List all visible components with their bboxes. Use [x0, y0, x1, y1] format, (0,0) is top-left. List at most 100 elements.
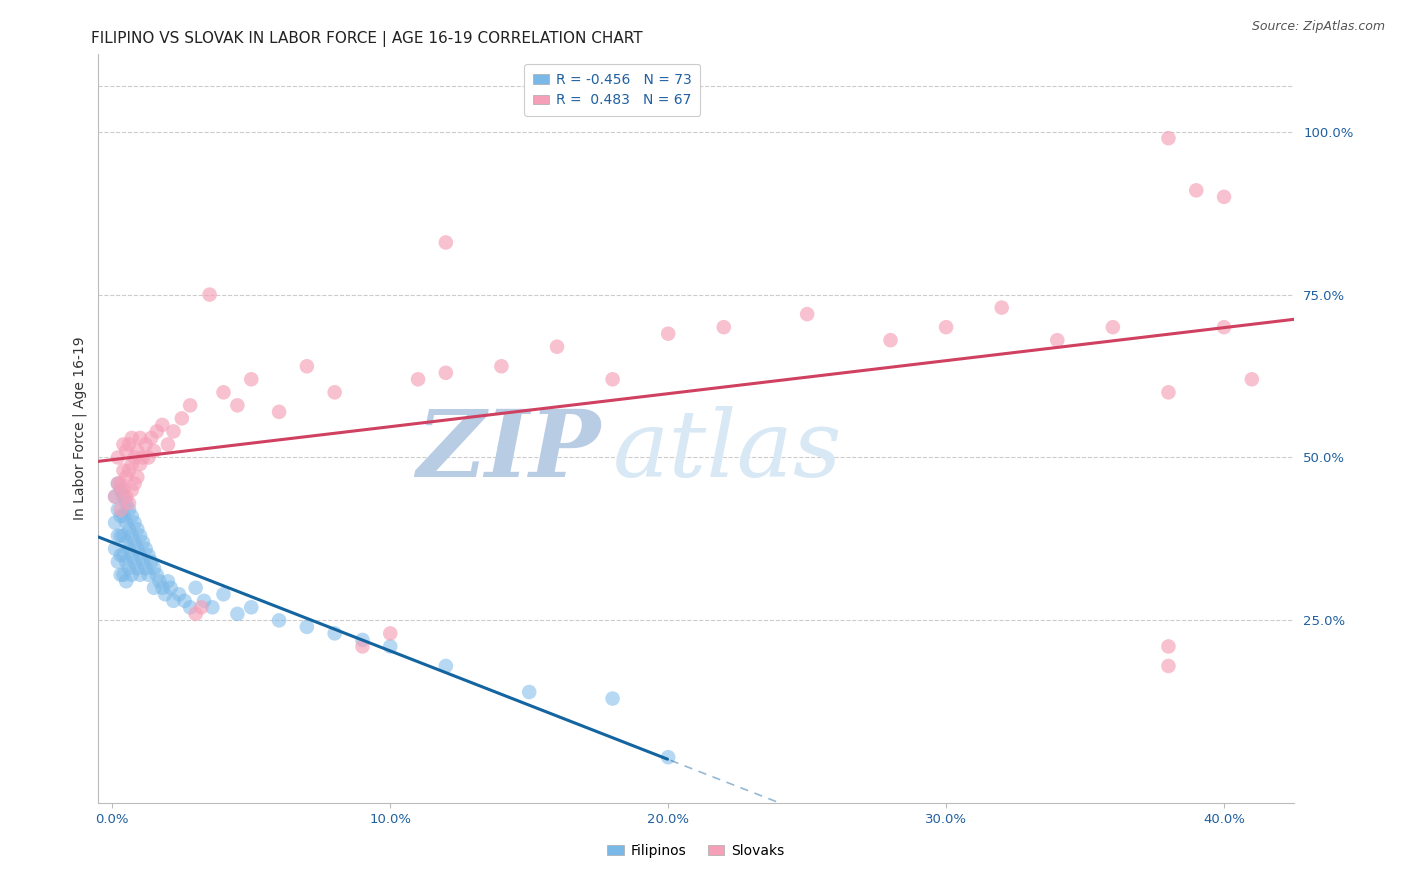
Point	[159, 581, 181, 595]
Point	[267, 405, 290, 419]
Point	[146, 567, 169, 582]
Point	[121, 483, 143, 497]
Point	[110, 483, 132, 497]
Point	[110, 529, 132, 543]
Point	[406, 372, 429, 386]
Point	[107, 529, 129, 543]
Point	[104, 490, 127, 504]
Point	[115, 490, 138, 504]
Point	[138, 548, 160, 562]
Point	[121, 431, 143, 445]
Point	[129, 431, 152, 445]
Text: Source: ZipAtlas.com: Source: ZipAtlas.com	[1251, 20, 1385, 33]
Point	[115, 444, 138, 458]
Point	[295, 359, 318, 374]
Point	[1185, 183, 1208, 197]
Point	[146, 425, 169, 439]
Point	[118, 502, 141, 516]
Point	[104, 541, 127, 556]
Point	[434, 235, 457, 250]
Point	[162, 594, 184, 608]
Point	[127, 561, 149, 575]
Point	[124, 555, 146, 569]
Point	[380, 626, 402, 640]
Point	[112, 463, 135, 477]
Point	[295, 620, 318, 634]
Point	[879, 333, 901, 347]
Text: FILIPINO VS SLOVAK IN LABOR FORCE | AGE 16-19 CORRELATION CHART: FILIPINO VS SLOVAK IN LABOR FORCE | AGE …	[91, 31, 643, 47]
Point	[115, 496, 138, 510]
Point	[1157, 659, 1180, 673]
Point	[935, 320, 957, 334]
Point	[170, 411, 193, 425]
Point	[141, 431, 163, 445]
Point	[121, 548, 143, 562]
Point	[107, 476, 129, 491]
Point	[184, 607, 207, 621]
Point	[226, 398, 249, 412]
Point	[112, 437, 135, 451]
Point	[226, 607, 249, 621]
Point	[184, 581, 207, 595]
Point	[118, 561, 141, 575]
Text: ZIP: ZIP	[416, 406, 600, 496]
Point	[138, 450, 160, 465]
Point	[657, 750, 679, 764]
Point	[240, 600, 263, 615]
Point	[127, 541, 149, 556]
Point	[143, 444, 166, 458]
Y-axis label: In Labor Force | Age 16-19: In Labor Force | Age 16-19	[73, 336, 87, 520]
Point	[179, 600, 201, 615]
Point	[129, 457, 152, 471]
Point	[129, 529, 152, 543]
Point	[127, 470, 149, 484]
Point	[167, 587, 190, 601]
Point	[179, 398, 201, 412]
Point	[112, 567, 135, 582]
Point	[110, 509, 132, 524]
Point	[1213, 190, 1236, 204]
Legend: Filipinos, Slovaks: Filipinos, Slovaks	[602, 838, 790, 863]
Point	[156, 437, 179, 451]
Point	[112, 490, 135, 504]
Point	[115, 535, 138, 549]
Point	[1046, 333, 1069, 347]
Point	[121, 457, 143, 471]
Point	[132, 555, 155, 569]
Point	[148, 574, 170, 589]
Point	[132, 535, 155, 549]
Point	[190, 600, 212, 615]
Point	[112, 548, 135, 562]
Point	[110, 502, 132, 516]
Point	[132, 450, 155, 465]
Point	[1213, 320, 1236, 334]
Point	[156, 574, 179, 589]
Point	[118, 522, 141, 536]
Point	[713, 320, 735, 334]
Point	[323, 385, 346, 400]
Point	[115, 555, 138, 569]
Point	[124, 450, 146, 465]
Point	[143, 561, 166, 575]
Point	[112, 509, 135, 524]
Text: atlas: atlas	[613, 406, 842, 496]
Point	[150, 417, 173, 432]
Point	[112, 529, 135, 543]
Point	[173, 594, 195, 608]
Point	[517, 685, 540, 699]
Point	[107, 502, 129, 516]
Point	[121, 529, 143, 543]
Point	[127, 522, 149, 536]
Point	[129, 548, 152, 562]
Point	[1157, 385, 1180, 400]
Point	[150, 581, 173, 595]
Point	[135, 561, 157, 575]
Point	[127, 444, 149, 458]
Point	[201, 600, 224, 615]
Point	[138, 567, 160, 582]
Point	[112, 483, 135, 497]
Point	[1157, 640, 1180, 654]
Point	[124, 476, 146, 491]
Point	[118, 463, 141, 477]
Point	[352, 632, 374, 647]
